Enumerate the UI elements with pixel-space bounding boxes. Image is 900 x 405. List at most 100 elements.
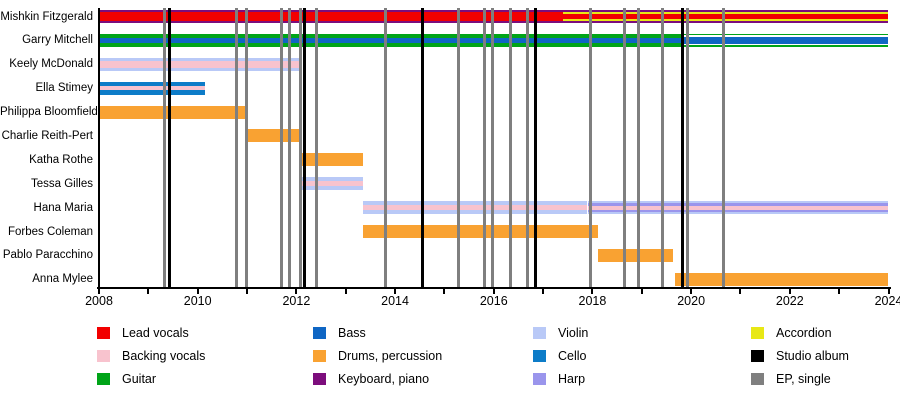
timeline-bar: [362, 201, 588, 215]
timeline-bar: [674, 272, 889, 286]
member-label: Philippa Bloomfield: [0, 106, 98, 119]
x-tick: [640, 289, 643, 294]
member-label: Hana Maria: [33, 201, 93, 214]
bar-layer-backing_vocals: [362, 205, 588, 210]
x-tick: [246, 289, 249, 294]
x-tick-label: 2012: [282, 294, 311, 308]
x-tick: [788, 289, 791, 294]
timeline-bar: [682, 33, 889, 47]
x-tick: [739, 289, 742, 294]
bar-layer-drums: [362, 225, 599, 238]
x-tick: [542, 289, 545, 294]
x-tick: [196, 289, 199, 294]
timeline-bar: [587, 201, 889, 215]
x-tick: [344, 289, 347, 294]
legend-swatch-guitar: [97, 373, 110, 385]
legend-swatch-violin: [533, 327, 546, 339]
legend-label-harp: Harp: [558, 372, 586, 386]
x-tick: [492, 289, 495, 294]
timeline-bar: [247, 129, 300, 143]
ep-line: [637, 8, 641, 287]
member-label: Anna Mylee: [32, 273, 93, 286]
x-tick: [443, 289, 446, 294]
ep-line: [686, 8, 690, 287]
legend-label-bass: Bass: [338, 326, 366, 340]
legend-swatch-keyboard: [313, 373, 326, 385]
ep-line: [509, 8, 513, 287]
x-tick-label: 2008: [85, 294, 113, 308]
bar-layer-drums: [247, 129, 300, 143]
x-tick: [147, 289, 150, 294]
x-tick-label: 2016: [479, 294, 508, 308]
ep-line: [525, 8, 529, 287]
legend-label-ep: EP, single: [776, 372, 831, 386]
bar-layer-drums: [298, 153, 363, 167]
legend-swatch-bass: [313, 327, 326, 339]
ep-line: [163, 8, 167, 287]
x-tick-label: 2022: [775, 294, 804, 308]
timeline-bar: [298, 177, 363, 191]
bar-layer-drums: [99, 105, 248, 119]
ep-line: [457, 8, 461, 287]
legend-swatch-harp: [533, 373, 546, 385]
legend-swatch-accordion: [751, 327, 764, 339]
timeline-bar: [99, 10, 563, 23]
timeline-bar: [362, 225, 599, 238]
legend-swatch-ep: [751, 373, 764, 385]
bar-layer-drums: [598, 248, 674, 262]
legend-label-backing_vocals: Backing vocals: [122, 349, 206, 363]
bar-layer-bass: [682, 37, 889, 44]
legend-swatch-drums: [313, 350, 326, 362]
album-line: [167, 8, 171, 287]
album-line: [533, 8, 537, 287]
ep-line: [314, 8, 318, 287]
legend-swatch-lead_vocals: [97, 327, 110, 339]
bar-layer-lead_vocals: [99, 12, 563, 21]
ep-line: [299, 8, 303, 287]
member-label: Mishkin Fitzgerald: [0, 10, 93, 23]
member-label: Katha Rothe: [29, 153, 93, 166]
x-tick-label: 2020: [677, 294, 706, 308]
ep-line: [623, 8, 626, 287]
album-line: [420, 8, 424, 287]
legend-label-accordion: Accordion: [776, 326, 832, 340]
ep-line: [490, 8, 494, 287]
x-tick: [295, 289, 298, 294]
legend-swatch-backing_vocals: [97, 350, 110, 362]
x-tick: [98, 289, 100, 294]
legend-swatch-cello: [533, 350, 546, 362]
ep-line: [482, 8, 486, 287]
timeline-bar: [598, 248, 674, 262]
legend-label-lead_vocals: Lead vocals: [122, 326, 189, 340]
ep-line: [244, 8, 248, 287]
album-line: [303, 8, 307, 287]
member-label: Forbes Coleman: [7, 225, 93, 238]
bar-layer-backing_vocals: [587, 205, 889, 210]
ep-line: [660, 8, 664, 287]
ep-line: [235, 8, 239, 287]
legend-label-cello: Cello: [558, 349, 587, 363]
legend-label-album: Studio album: [776, 349, 849, 363]
x-tick: [394, 289, 397, 294]
x-tick-label: 2024: [874, 294, 900, 308]
timeline-bar: [562, 10, 889, 23]
x-tick: [887, 289, 890, 294]
bar-layer-drums: [674, 272, 889, 286]
ep-line: [287, 8, 291, 287]
ep-line: [722, 8, 726, 287]
member-label: Tessa Gilles: [31, 177, 93, 190]
x-tick: [838, 289, 841, 294]
timeline-bar: [99, 81, 206, 95]
legend-label-guitar: Guitar: [122, 372, 157, 386]
album-line: [680, 8, 684, 287]
timeline-bar: [298, 153, 363, 167]
ep-line: [279, 8, 283, 287]
y-axis: [97, 8, 100, 287]
member-label: Ella Stimey: [35, 82, 93, 95]
x-tick-label: 2018: [578, 294, 607, 308]
x-tick-label: 2010: [183, 294, 212, 308]
timeline-bar: [99, 105, 248, 119]
bar-layer-backing_vocals: [99, 61, 300, 68]
bar-layer-backing_vocals: [99, 85, 206, 91]
legend-label-keyboard: Keyboard, piano: [338, 372, 430, 386]
